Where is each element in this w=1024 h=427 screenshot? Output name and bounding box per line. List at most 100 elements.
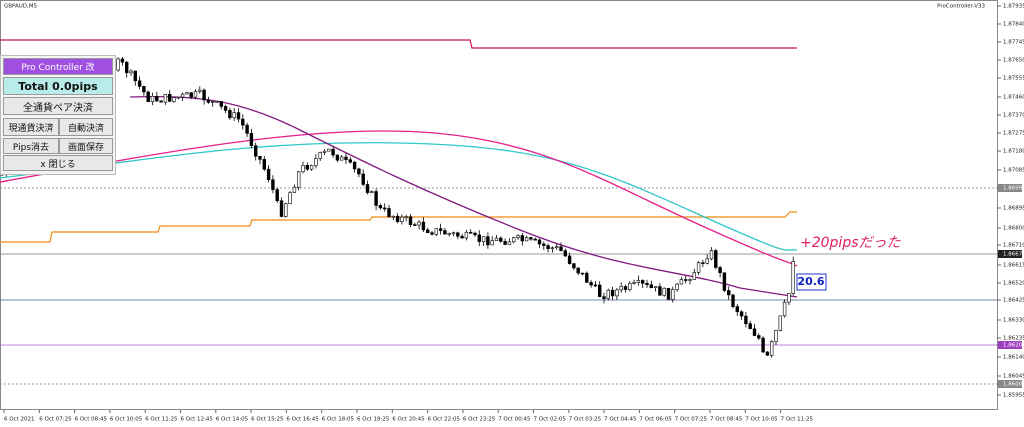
candle-body bbox=[675, 283, 679, 290]
candle-body bbox=[511, 237, 516, 243]
candle-body bbox=[722, 272, 727, 291]
candle-body bbox=[739, 311, 744, 317]
candle-body bbox=[757, 335, 761, 339]
candle-body bbox=[223, 106, 228, 111]
candle-body bbox=[142, 86, 146, 93]
candle-body bbox=[550, 247, 555, 250]
candle-body bbox=[787, 293, 791, 303]
pips-value: 20.6 bbox=[797, 275, 824, 288]
candle-body bbox=[636, 280, 641, 283]
candle-body bbox=[288, 192, 292, 205]
candle-body bbox=[339, 156, 344, 161]
candle-body bbox=[266, 168, 271, 181]
price-highlight bbox=[998, 184, 1022, 192]
candle-body bbox=[731, 294, 735, 307]
candle-body bbox=[327, 148, 331, 152]
candle-body bbox=[413, 224, 417, 226]
price-label: 1.87085 bbox=[1003, 168, 1024, 174]
save-screen-button[interactable]: 画面保存 bbox=[59, 138, 113, 154]
price-label: 1.86203 bbox=[1003, 343, 1024, 349]
candle-body bbox=[387, 208, 391, 217]
candle-body bbox=[425, 229, 430, 234]
candle-body bbox=[671, 289, 675, 300]
time-label: 6 Oct 18:05 bbox=[322, 417, 355, 423]
candle-body bbox=[430, 232, 434, 235]
time-label: 6 Oct 15:25 bbox=[251, 417, 284, 423]
candle-body bbox=[791, 261, 795, 294]
controller-panel: Pro Controller 改 Total 0.0pips 全通貨ペア決済 現… bbox=[0, 55, 116, 175]
candle-body bbox=[456, 232, 460, 237]
ma-purple bbox=[129, 95, 798, 298]
time-label: 6 Oct 12:45 bbox=[181, 417, 214, 423]
plot-frame bbox=[0, 0, 998, 410]
candle-body bbox=[133, 70, 137, 82]
close-current-button[interactable]: 現通貨決済 bbox=[3, 118, 59, 136]
time-label: 7 Oct 06:05 bbox=[639, 417, 672, 423]
candle-body bbox=[559, 246, 563, 252]
price-label: 1.86045 bbox=[1003, 374, 1024, 380]
candle-body bbox=[464, 231, 469, 239]
candle-body bbox=[241, 118, 245, 126]
candle-body bbox=[546, 245, 550, 250]
candle-body bbox=[211, 101, 215, 103]
candle-body bbox=[640, 280, 645, 284]
candle-body bbox=[322, 150, 327, 153]
price-label: 1.86235 bbox=[1003, 336, 1024, 342]
clear-pips-button[interactable]: Pips消去 bbox=[3, 138, 59, 154]
candle-body bbox=[318, 152, 322, 159]
candle-body bbox=[615, 289, 619, 297]
candle-body bbox=[176, 96, 180, 99]
time-label: 7 Oct 07:25 bbox=[675, 417, 708, 423]
candle-body bbox=[125, 61, 129, 74]
time-label: 6 Oct 2021 bbox=[4, 417, 35, 423]
indicator-name: ProController-V33 bbox=[937, 4, 985, 10]
time-label: 7 Oct 08:45 bbox=[710, 417, 743, 423]
auto-close-button[interactable]: 自動決済 bbox=[59, 118, 113, 136]
candle-body bbox=[185, 92, 189, 95]
price-label: 1.86000 bbox=[1003, 382, 1024, 388]
price-label: 1.87180 bbox=[1003, 149, 1024, 155]
candle-body bbox=[296, 171, 301, 188]
candle-body bbox=[189, 92, 193, 98]
candle-body bbox=[447, 233, 451, 235]
candle-body bbox=[632, 282, 636, 284]
price-label: 1.86615 bbox=[1003, 263, 1024, 269]
candle-body bbox=[365, 184, 370, 193]
candle-body bbox=[314, 158, 318, 166]
candle-body bbox=[688, 279, 692, 281]
candle-body bbox=[507, 241, 512, 245]
candle-body bbox=[219, 101, 223, 107]
candle-body bbox=[357, 168, 361, 175]
candle-body bbox=[391, 215, 395, 218]
candle-body bbox=[619, 286, 623, 291]
symbol: GBPAUD,M5 bbox=[4, 4, 38, 10]
time-label: 6 Oct 23:25 bbox=[463, 417, 496, 423]
close-all-button[interactable]: 全通貨ペア決済 bbox=[3, 97, 113, 115]
price-label: 1.86990 bbox=[1003, 186, 1024, 192]
candle-body bbox=[726, 290, 731, 296]
price-label: 1.87555 bbox=[1003, 76, 1024, 82]
candle-body bbox=[404, 216, 408, 219]
candle-body bbox=[180, 93, 185, 98]
candle-body bbox=[537, 239, 542, 245]
close-button[interactable]: x 閉じる bbox=[3, 155, 113, 171]
candle-body bbox=[628, 283, 632, 290]
candle-body bbox=[524, 237, 529, 242]
candle-body bbox=[658, 286, 662, 296]
candle-body bbox=[361, 173, 365, 185]
candle-body bbox=[705, 258, 709, 264]
candle-body bbox=[602, 296, 606, 299]
price-label: 1.86140 bbox=[1003, 355, 1024, 361]
pips-box bbox=[796, 273, 827, 291]
candle-body bbox=[769, 341, 774, 356]
candle-body bbox=[215, 101, 219, 103]
candle-body bbox=[468, 231, 473, 234]
candle-body bbox=[262, 159, 266, 170]
candle-body bbox=[245, 124, 249, 134]
candle-body bbox=[202, 89, 206, 101]
candle-body bbox=[696, 262, 701, 273]
time-label: 7 Oct 03:25 bbox=[569, 417, 602, 423]
candle-body bbox=[653, 286, 658, 289]
candle-body bbox=[486, 236, 490, 246]
